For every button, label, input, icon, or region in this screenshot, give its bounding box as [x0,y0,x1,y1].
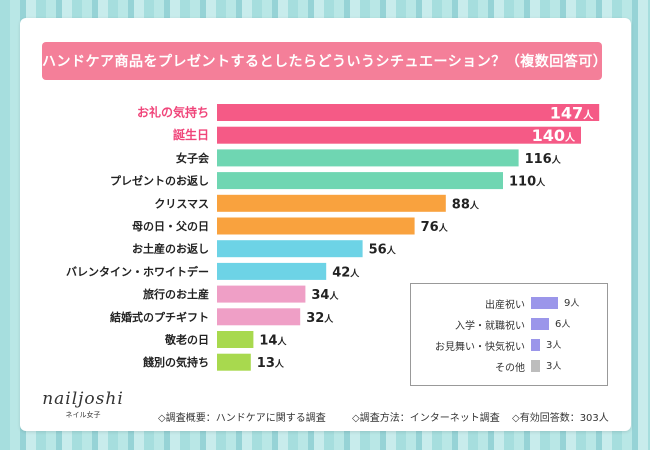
bar [217,126,581,144]
inset-row: 入学・就職祝い 6人 [411,314,609,334]
bar [217,172,503,190]
inset-row: 出産祝い 9人 [411,293,609,313]
footer-respondents: ◇有効回答数：303人 [512,413,609,424]
inset-bar [531,339,540,351]
bar [217,149,519,167]
bar [217,194,446,212]
category-label: お礼の気持ち [137,105,209,120]
bar [217,262,327,280]
category-label: 敬老の日 [164,333,209,347]
value-label: 14人 [259,334,287,349]
inset-label: 入学・就職祝い [455,321,525,332]
inset-label: 出産祝い [485,300,525,311]
category-label: クリスマス [154,197,209,210]
inset-row: その他 3人 [411,356,609,376]
inset-value: 6人 [555,319,571,330]
inset-row: お見舞い・快気祝い 3人 [411,335,609,355]
value-label: 140人 [532,126,576,145]
inset-bar [531,318,549,330]
value-label: 76人 [421,220,449,235]
brand-logo: nailjoshi [42,389,124,409]
value-label: 110人 [509,175,546,190]
bar [217,308,301,326]
bar [217,104,600,121]
category-label: 女子会 [176,151,210,165]
inset-value: 3人 [546,361,562,372]
category-label: バレンタイン・ホワイトデー [66,264,209,278]
brand-logo-subtitle: ネイル女子 [65,411,101,419]
other-answers-box: 出産祝い 9人 入学・就職祝い 6人 お見舞い・快気祝い 3人 その他 3人 [410,283,608,386]
value-label: 116人 [525,152,562,167]
value-label: 13人 [257,356,285,371]
bar [217,285,306,303]
value-label: 42人 [332,265,360,280]
value-label: 32人 [306,311,334,326]
footer-survey-topic: ◇調査概要：ハンドケアに関する調査 [158,413,326,424]
inset-bar [531,360,540,372]
category-label: お土産のお返し [132,242,209,256]
value-label: 56人 [369,243,397,258]
category-label: 結婚式のプチギフト [110,310,209,324]
bar [217,331,254,348]
value-label: 34人 [311,288,339,303]
category-label: 母の日・父の日 [132,220,209,233]
category-label: 誕生日 [173,127,209,142]
bar [217,217,415,235]
inset-label: お見舞い・快気祝い [435,342,525,353]
inset-value: 9人 [564,298,580,309]
bar [217,240,363,258]
inset-bar [531,297,558,309]
value-label: 88人 [452,197,480,212]
inset-value: 3人 [546,340,562,351]
value-label: 147人 [550,104,594,123]
category-label: プレゼントのお返し [110,174,209,188]
footer-survey-method: ◇調査方法：インターネット調査 [352,413,500,424]
category-label: 餞別の気持ち [142,355,209,369]
chart-title: ハンドケア商品をプレゼントするとしたらどういうシチュエーション？（複数回答可） [42,42,607,80]
inset-label: その他 [495,363,525,374]
bar [217,353,251,371]
category-label: 旅行のお土産 [143,287,209,301]
